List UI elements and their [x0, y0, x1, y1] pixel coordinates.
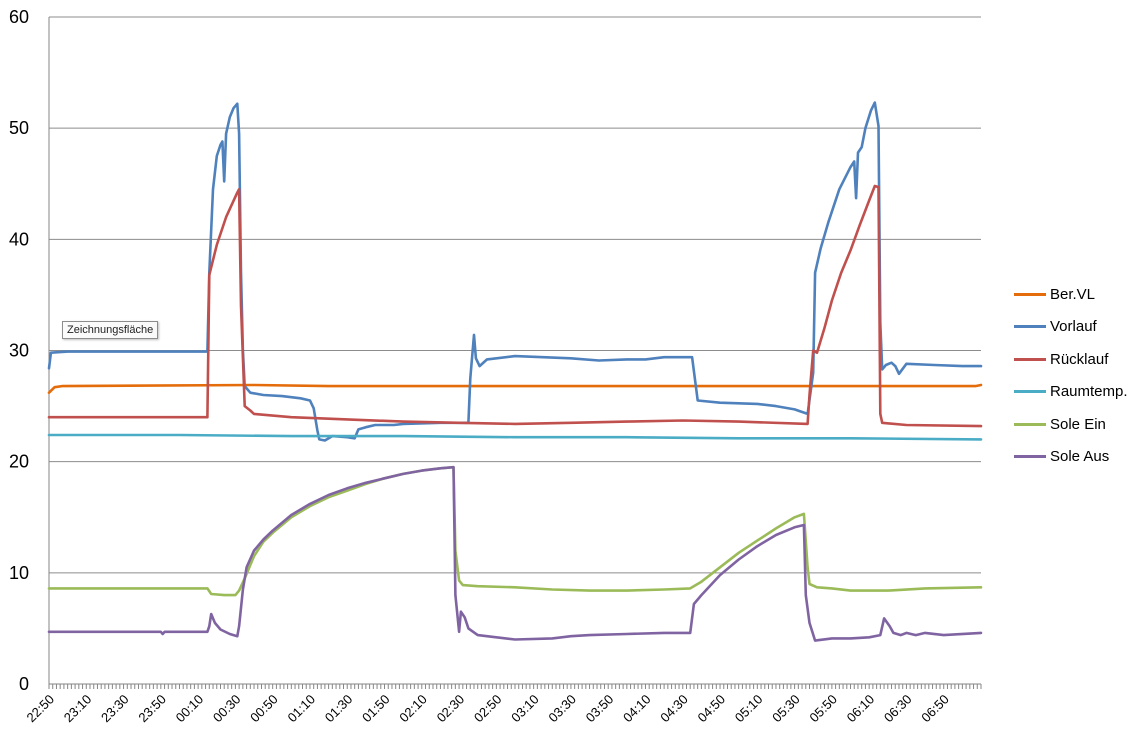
series-line-vorlauf — [47, 101, 983, 442]
x-tick-label: 06:50 — [918, 692, 952, 726]
x-tick-label: 03:30 — [545, 692, 579, 726]
x-tick-label: 00:50 — [247, 692, 281, 726]
legend-label: Ber.VL — [1050, 285, 1096, 303]
legend-label: Sole Aus — [1050, 448, 1110, 466]
x-tick-label: 03:10 — [508, 692, 542, 726]
legend-item: Rücklauf — [1014, 343, 1128, 376]
legend-label: Raumtemp. — [1050, 383, 1128, 401]
series-line-r-cklauf — [47, 184, 983, 428]
legend-item: Raumtemp. — [1014, 376, 1128, 409]
legend-item: Vorlauf — [1014, 311, 1128, 344]
x-axis: 22:50 23:10 23:30 23:50 00:10 00:30 00:50 01:10… — [24, 17, 982, 726]
y-tick-label: 60 — [9, 7, 29, 27]
legend-label: Vorlauf — [1050, 318, 1097, 336]
legend-swatch — [1014, 292, 1046, 296]
legend-item: Sole Ein — [1014, 408, 1128, 441]
y-tick-label: 50 — [9, 118, 29, 138]
x-tick-label: 02:50 — [471, 692, 505, 726]
y-tick-label: 0 — [19, 674, 29, 694]
x-tick-label: 03:50 — [583, 692, 617, 726]
x-tick-label: 01:10 — [284, 692, 318, 726]
x-tick-label: 04:10 — [620, 692, 654, 726]
series-line-sole-ein — [47, 465, 983, 597]
legend-item: Sole Aus — [1014, 441, 1128, 474]
x-tick-label: 00:30 — [210, 692, 244, 726]
legend-label: Sole Ein — [1050, 415, 1106, 433]
x-tick-label: 04:50 — [695, 692, 729, 726]
y-axis: 0 10 20 30 40 50 60 — [9, 7, 29, 694]
legend-swatch — [1014, 390, 1046, 394]
legend-swatch — [1014, 357, 1046, 361]
x-tick-label: 02:10 — [396, 692, 430, 726]
x-tick-label: 06:10 — [844, 692, 878, 726]
legend-swatch — [1014, 455, 1046, 459]
x-tick-label: 23:30 — [98, 692, 132, 726]
x-tick-label: 01:30 — [322, 692, 356, 726]
legend-swatch — [1014, 422, 1046, 426]
x-tick-label: 04:30 — [657, 692, 691, 726]
series-line-raumtemp — [47, 433, 983, 441]
x-tick-label: 23:50 — [135, 692, 169, 726]
x-tick-label: 23:10 — [61, 692, 95, 726]
x-tick-label: 05:30 — [769, 692, 803, 726]
series-line-sole-aus — [47, 465, 983, 642]
series-lines — [47, 101, 983, 642]
x-tick-label: 06:30 — [881, 692, 915, 726]
y-tick-label: 10 — [9, 563, 29, 583]
x-tick-label: 05:50 — [806, 692, 840, 726]
x-tick-label: 22:50 — [24, 692, 58, 726]
plot-area-tooltip: Zeichnungsfläche — [62, 321, 159, 339]
x-tick-label: 02:30 — [434, 692, 468, 726]
legend: Ber.VL Vorlauf Rücklauf Raumtemp. Sole Ein So… — [1014, 278, 1128, 473]
x-tick-label: 00:10 — [173, 692, 207, 726]
y-tick-label: 20 — [9, 452, 29, 472]
x-tick-label: 05:10 — [732, 692, 766, 726]
x-tick-label: 01:50 — [359, 692, 393, 726]
y-tick-label: 40 — [9, 229, 29, 249]
grid-lines — [49, 16, 981, 574]
series-line-ber-vl — [47, 383, 983, 394]
legend-label: Rücklauf — [1050, 350, 1109, 368]
y-tick-label: 30 — [9, 341, 29, 361]
legend-swatch — [1014, 325, 1046, 329]
legend-item: Ber.VL — [1014, 278, 1128, 311]
